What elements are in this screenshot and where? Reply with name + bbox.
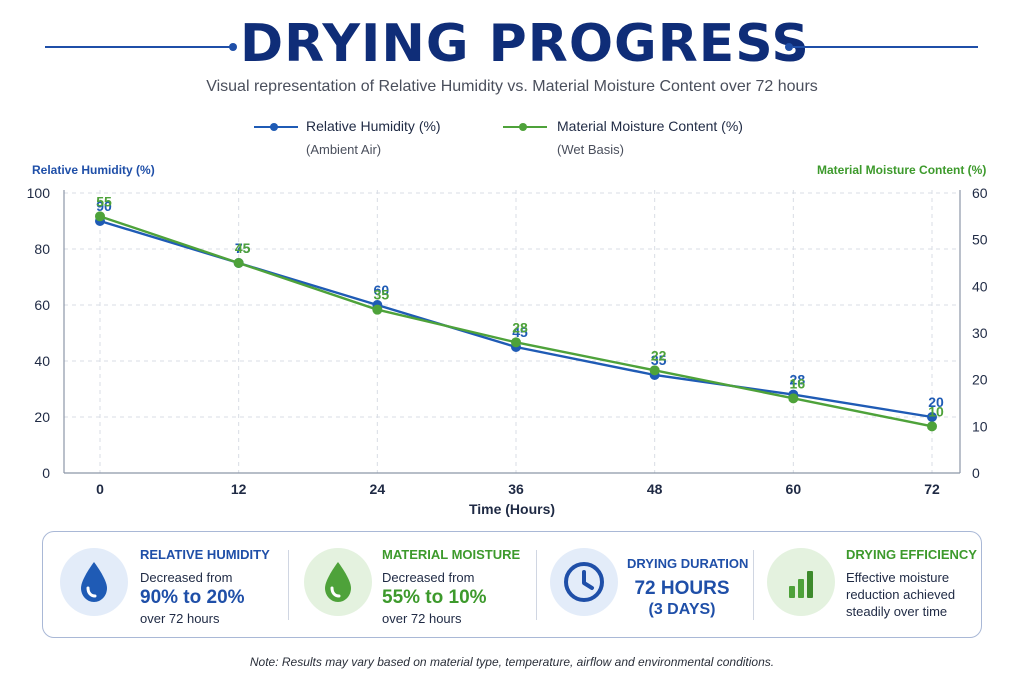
- page-title: DRYING PROGRESS: [240, 14, 810, 74]
- data-label-moisture: 16: [790, 375, 806, 391]
- summary-efficiency-text-1: Effective moisture: [846, 570, 950, 585]
- data-point-moisture: [649, 365, 660, 376]
- data-label-humidity: 20: [928, 394, 944, 410]
- y-tick-label-left: 20: [34, 409, 50, 425]
- title-divider-right: [793, 46, 978, 48]
- x-tick-label: 24: [370, 481, 386, 497]
- y-axis-left-title: Relative Humidity (%): [32, 163, 155, 177]
- summary-efficiency-heading: DRYING EFFICIENCY: [846, 547, 977, 562]
- legend-moisture-sublabel: (Wet Basis): [557, 142, 624, 157]
- y-tick-label-right: 50: [972, 232, 988, 248]
- x-tick-label: 0: [96, 481, 104, 497]
- summary-divider: [536, 550, 537, 620]
- data-label-humidity: 35: [651, 352, 667, 368]
- x-tick-label: 72: [924, 481, 940, 497]
- data-label-moisture: 28: [512, 319, 528, 335]
- y-tick-label-left: 80: [34, 241, 50, 257]
- data-point-humidity: [927, 412, 937, 422]
- summary-duration-value: 72 HOURS: [634, 578, 730, 599]
- data-label-humidity: 45: [512, 324, 528, 340]
- water-drop-icon: [60, 548, 128, 616]
- x-tick-label: 12: [231, 481, 247, 497]
- y-tick-label-left: 0: [42, 465, 50, 481]
- y-axis-right-title: Material Moisture Content (%): [817, 163, 987, 177]
- x-tick-label: 60: [786, 481, 802, 497]
- y-tick-label-right: 60: [972, 185, 988, 201]
- leaf-drop-icon: [304, 548, 372, 616]
- x-axis-title: Time (Hours): [468, 501, 556, 517]
- summary-humidity-period: over 72 hours: [140, 611, 220, 626]
- data-label-moisture: 35: [374, 287, 390, 303]
- data-point-moisture: [927, 421, 937, 432]
- footnote: Note: Results may vary based on material…: [249, 655, 775, 669]
- data-label-humidity: 75: [235, 240, 251, 256]
- summary-divider: [288, 550, 289, 620]
- summary-moisture-text: Decreased from: [382, 570, 475, 585]
- summary-card-humidity: RELATIVE HUMIDITY Decreased from 90% to …: [43, 532, 288, 636]
- data-point-moisture: [372, 304, 383, 315]
- data-label-moisture: 10: [928, 403, 944, 419]
- summary-humidity-value: 90% to 20%: [140, 587, 245, 608]
- y-tick-label-right: 30: [972, 325, 988, 341]
- y-tick-label-right: 10: [972, 418, 988, 434]
- data-label-humidity: 60: [374, 282, 390, 298]
- y-tick-label-left: 100: [27, 185, 51, 201]
- clock-icon: [550, 548, 618, 616]
- title-divider-left: [45, 46, 233, 48]
- summary-divider: [753, 550, 754, 620]
- legend-humidity-label: Relative Humidity (%): [306, 118, 441, 134]
- legend-moisture-label: Material Moisture Content (%): [557, 118, 743, 134]
- summary-moisture-period: over 72 hours: [382, 611, 462, 626]
- summary-duration-heading: DRYING DURATION: [627, 556, 749, 571]
- data-point-moisture: [511, 337, 521, 348]
- data-label-humidity: 90: [96, 198, 112, 214]
- data-label-moisture: 45: [235, 240, 251, 256]
- bar-chart-icon: [767, 548, 835, 616]
- summary-card-duration: DRYING DURATION 72 HOURS (3 DAYS): [537, 532, 753, 636]
- title-dot-left: [229, 43, 237, 51]
- summary-panel: RELATIVE HUMIDITY Decreased from 90% to …: [42, 531, 982, 638]
- summary-duration-days: (3 DAYS): [648, 601, 716, 618]
- x-tick-label: 36: [508, 481, 524, 497]
- legend-humidity-sublabel: (Ambient Air): [306, 142, 382, 157]
- summary-efficiency-text-3: steadily over time: [846, 604, 948, 619]
- legend-moisture-marker: [519, 123, 527, 131]
- data-point-moisture: [788, 393, 799, 404]
- y-tick-label-right: 0: [972, 465, 980, 481]
- y-tick-label-right: 40: [972, 278, 988, 294]
- summary-card-efficiency: DRYING EFFICIENCY Effective moisture red…: [754, 532, 980, 636]
- data-label-moisture: 55: [96, 193, 112, 209]
- data-point-moisture: [95, 211, 105, 222]
- data-label-moisture: 22: [651, 347, 667, 363]
- summary-card-moisture: MATERIAL MOISTURE Decreased from 55% to …: [289, 532, 536, 636]
- summary-efficiency-text-2: reduction achieved: [846, 587, 956, 602]
- data-point-moisture: [233, 258, 244, 268]
- summary-humidity-heading: RELATIVE HUMIDITY: [140, 547, 270, 562]
- summary-moisture-heading: MATERIAL MOISTURE: [382, 547, 521, 562]
- y-tick-label-left: 40: [34, 353, 50, 369]
- title-block: DRYING PROGRESS: [0, 6, 1024, 76]
- page-subtitle: Visual representation of Relative Humidi…: [206, 78, 818, 95]
- data-label-humidity: 28: [790, 372, 806, 388]
- legend-humidity-marker: [270, 123, 278, 131]
- y-tick-label-left: 60: [34, 297, 50, 313]
- summary-humidity-text: Decreased from: [140, 570, 233, 585]
- x-tick-label: 48: [647, 481, 663, 497]
- summary-moisture-value: 55% to 10%: [382, 587, 487, 608]
- y-tick-label-right: 20: [972, 372, 988, 388]
- title-dot-right: [785, 43, 793, 51]
